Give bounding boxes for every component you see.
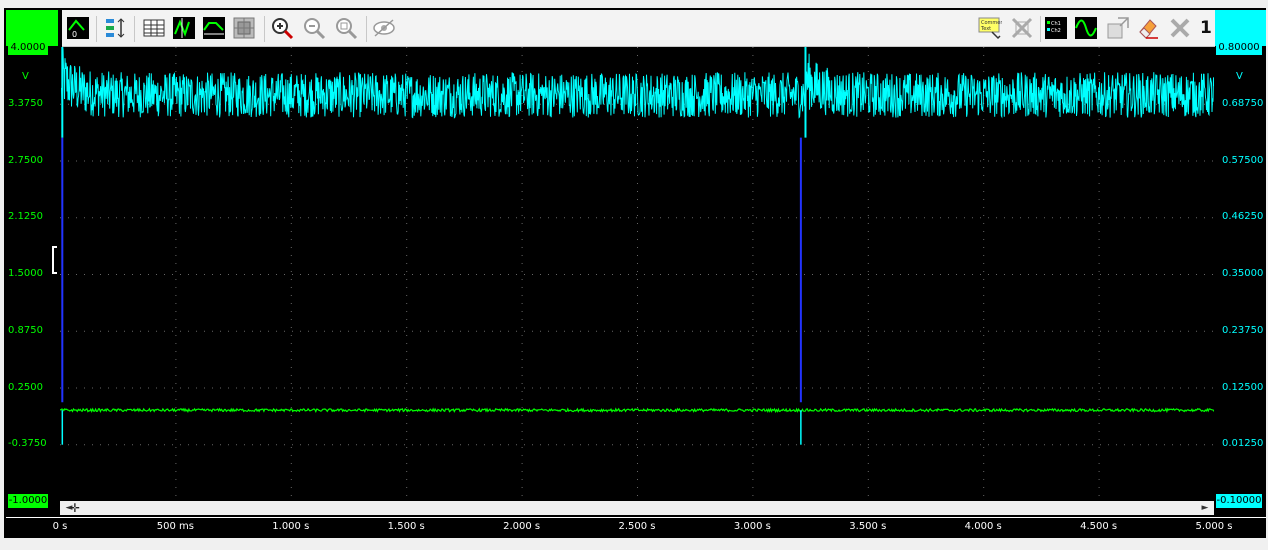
close-icon xyxy=(1170,18,1190,38)
channel-legend-button[interactable]: Ch1 Ch2 xyxy=(1044,16,1068,40)
time-label-0: 0 s xyxy=(52,521,68,532)
snapshot-icon xyxy=(233,17,255,39)
window-count: 1 xyxy=(1200,18,1212,38)
ch1-tick-2: 2.1250 xyxy=(8,211,43,223)
time-label-4: 2.000 s xyxy=(503,521,541,532)
ch2-bottom-value[interactable]: -0.10000 xyxy=(1216,494,1262,508)
time-label-10: 5.000 s xyxy=(1195,521,1233,532)
comment-text-button[interactable]: CommentText xyxy=(978,16,1002,40)
scale-icon xyxy=(106,18,125,38)
ch2-tick-5: 0.12500 xyxy=(1222,381,1264,393)
channel-scale-button[interactable] xyxy=(104,16,128,40)
waveform-view-button[interactable] xyxy=(1074,16,1098,40)
ch2-tick-1: 0.57500 xyxy=(1222,154,1264,166)
trigger-falling-icon xyxy=(203,17,225,39)
ch1-tick-4: 0.8750 xyxy=(8,324,43,336)
cancel-mark-icon xyxy=(1011,17,1033,39)
ch2-top-value[interactable]: 0.80000 xyxy=(1216,41,1262,55)
ch2-tick-4: 0.23750 xyxy=(1222,324,1264,336)
offset-icon: 0 xyxy=(67,17,89,39)
snapshot-button[interactable] xyxy=(232,16,256,40)
ch2-tick-0: 0.68750 xyxy=(1222,97,1264,109)
ch1-bottom-value[interactable]: -1.0000 xyxy=(8,494,48,508)
ch1-unit: V xyxy=(22,71,29,82)
show-hide-button[interactable] xyxy=(372,16,396,40)
ch1-tick-3: 1.5000 xyxy=(8,268,43,279)
ch2-axis-header xyxy=(1215,10,1266,46)
ch1-tick-6: -0.3750 xyxy=(8,438,47,450)
ch2-tick-6: 0.01250 xyxy=(1222,438,1264,450)
horizontal-scrollbar[interactable]: ◄ ✛ ► xyxy=(60,501,1214,515)
waveform-icon xyxy=(1075,17,1097,39)
ch2-unit: V xyxy=(1236,71,1243,82)
series-ch2-line xyxy=(61,48,1215,119)
ch1-tick-5: 0.2500 xyxy=(8,381,43,393)
ch1-tick-0: 3.3750 xyxy=(8,97,43,109)
grid-view-button[interactable] xyxy=(142,16,166,40)
cancel-mark-button[interactable] xyxy=(1010,16,1034,40)
zoom-in-button[interactable] xyxy=(270,16,294,40)
zoom-out-button[interactable] xyxy=(302,16,326,40)
ch1-axis-header xyxy=(6,10,58,46)
time-label-6: 3.000 s xyxy=(733,521,771,532)
legend-ch2: Ch2 xyxy=(1051,28,1061,34)
zoom-in-icon xyxy=(272,18,294,40)
trigger-falling-button[interactable] xyxy=(202,16,226,40)
channel-offset-button[interactable]: 0 xyxy=(66,16,90,40)
scroll-left-icon[interactable]: ◄ xyxy=(65,503,73,513)
close-button[interactable] xyxy=(1168,16,1192,40)
expand-icon xyxy=(1107,17,1129,39)
eraser-button[interactable] xyxy=(1136,16,1160,40)
expand-window-button[interactable] xyxy=(1106,16,1130,40)
series-ch1-line xyxy=(59,407,1215,414)
time-label-1: 500 ms xyxy=(156,521,194,532)
trigger-rising-button[interactable] xyxy=(172,16,196,40)
table-icon xyxy=(143,19,165,37)
comment-icon: CommentText xyxy=(978,17,1002,40)
ch2-tick-2: 0.46250 xyxy=(1222,211,1264,223)
zoom-fit-button[interactable] xyxy=(334,16,358,40)
zoom-out-icon xyxy=(304,18,326,40)
time-label-7: 3.500 s xyxy=(849,521,887,532)
move-cursor-icon[interactable]: ✛ xyxy=(70,501,81,515)
legend-ch1: Ch1 xyxy=(1051,21,1061,27)
time-label-3: 1.500 s xyxy=(387,521,425,532)
time-axis: 0 s 500 ms 1.000 s 1.500 s 2.000 s 2.500 s 3.0… xyxy=(6,517,1266,538)
ch1-tick-1: 2.7500 xyxy=(8,154,43,166)
plot-area[interactable] xyxy=(59,47,1215,501)
eye-icon xyxy=(373,19,395,37)
ch1-top-value[interactable]: 4.0000 xyxy=(8,41,48,55)
trigger-rising-icon xyxy=(173,17,195,39)
waveform-chart xyxy=(59,47,1215,496)
svg-text:0: 0 xyxy=(72,30,77,39)
comment-label-line1: Comment xyxy=(981,20,1002,26)
ch1-offset-marker[interactable] xyxy=(52,246,57,274)
eraser-icon xyxy=(1139,19,1158,39)
time-label-5: 2.500 s xyxy=(618,521,656,532)
time-label-2: 1.000 s xyxy=(272,521,310,532)
scroll-right-icon[interactable]: ► xyxy=(1201,503,1209,513)
time-label-9: 4.500 s xyxy=(1080,521,1118,532)
zoom-fit-icon xyxy=(336,18,358,40)
time-label-8: 4.000 s xyxy=(964,521,1002,532)
ch2-tick-3: 0.35000 xyxy=(1222,268,1264,279)
comment-label-line2: Text xyxy=(980,26,991,32)
